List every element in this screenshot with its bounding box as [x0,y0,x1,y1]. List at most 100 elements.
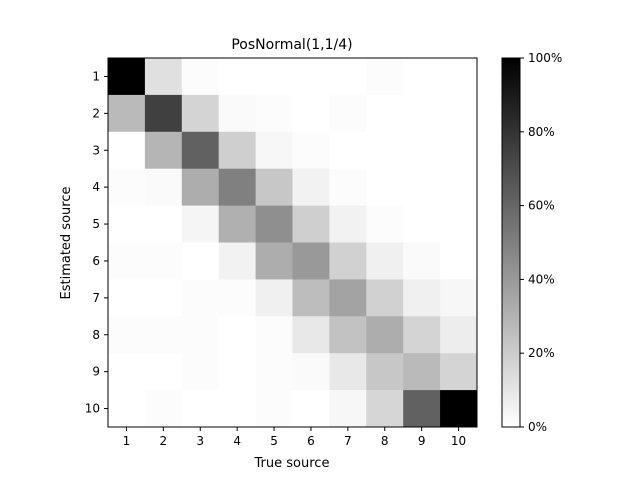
heatmap-cell-r4-c8 [366,168,404,206]
heatmap-cell-r1-c10 [440,58,478,96]
heatmap-cell-r9-c9 [403,353,441,391]
heatmap-cell-r2-c6 [292,94,330,133]
heatmap-cell-r9-c4 [218,353,256,391]
heatmap-cell-r5-c5 [255,205,293,243]
x-tick-label: 5 [270,434,278,448]
colorbar-tick-label: 60% [528,199,555,213]
heatmap-cell-r9-c10 [440,353,478,391]
y-tick-label: 8 [92,328,100,342]
y-tick-label: 3 [92,143,100,157]
heatmap-cell-r2-c3 [181,94,220,133]
heatmap-cell-r4-c10 [440,168,478,206]
heatmap-cell-r2-c1 [108,94,146,133]
heatmap-cell-r6-c9 [403,242,441,280]
heatmap-cell-r4-c1 [108,168,146,206]
heatmap-cell-r5-c4 [218,205,256,243]
colorbar [501,57,521,428]
heatmap-cell-r6-c3 [181,242,220,280]
x-tick-label: 4 [233,434,241,448]
heatmap-cell-r5-c2 [144,205,183,243]
heatmap-cell-r10-c9 [403,390,441,428]
heatmap-cell-r4-c7 [329,168,367,206]
heatmap-cell-r2-c7 [329,94,367,133]
heatmap-cell-r7-c1 [108,279,146,317]
heatmap-cell-r10-c1 [108,390,146,428]
heatmap-cell-r2-c2 [144,94,183,133]
heatmap-cell-r6-c4 [218,242,256,280]
heatmap-cell-r8-c10 [440,316,478,354]
heatmap-cell-r4-c6 [292,168,330,206]
heatmap-cell-r8-c1 [108,316,146,354]
heatmap-cell-r7-c3 [181,279,220,317]
heatmap-cell-r5-c1 [108,205,146,243]
colorbar-tick-label: 100% [528,51,562,65]
y-axis-label: Estimated source [59,187,74,300]
y-tick-label: 10 [85,402,100,416]
heatmap-cell-r1-c2 [144,58,183,96]
heatmap-cell-r3-c1 [108,131,146,170]
heatmap-cell-r3-c2 [144,131,183,170]
colorbar-ticks: 0% 20% 40% 60% 80% 100% [520,51,562,434]
heatmap-cell-r7-c5 [255,279,293,317]
heatmap-cell-r5-c7 [329,205,367,243]
heatmap-cell-r2-c8 [366,94,404,133]
heatmap-cell-r7-c6 [292,279,330,317]
y-tick-label: 6 [92,254,100,268]
plot-frame [107,57,478,428]
heatmap-cell-r9-c2 [144,353,183,391]
y-axis-ticks: 1 2 3 4 5 6 7 8 9 10 [85,69,108,416]
heatmap-cell-r3-c5 [255,131,293,170]
x-tick-label: 1 [123,434,131,448]
heatmap-cell-r8-c9 [403,316,441,354]
heatmap-cell-r10-c5 [255,390,293,428]
heatmap-cell-r7-c10 [440,279,478,317]
colorbar-tick-label: 0% [528,420,547,434]
heatmap-cells [108,58,478,428]
heatmap-cell-r4-c4 [218,168,256,206]
heatmap-cell-r2-c10 [440,94,478,133]
heatmap-cell-r9-c5 [255,353,293,391]
heatmap-cell-r9-c7 [329,353,367,391]
heatmap-cell-r1-c7 [329,58,367,96]
heatmap-cell-r2-c9 [403,94,441,133]
heatmap-cell-r10-c4 [218,390,256,428]
heatmap-cell-r9-c1 [108,353,146,391]
x-axis-ticks: 1 2 3 4 5 6 7 8 9 10 [123,427,466,448]
heatmap-cell-r5-c9 [403,205,441,243]
heatmap-cell-r1-c6 [292,58,330,96]
heatmap-cell-r8-c7 [329,316,367,354]
heatmap-cell-r9-c3 [181,353,220,391]
heatmap-cell-r10-c2 [144,390,183,428]
heatmap-cell-r2-c5 [255,94,293,133]
heatmap-cell-r10-c3 [181,390,220,428]
heatmap-cell-r5-c3 [181,205,220,243]
heatmap-cell-r6-c8 [366,242,404,280]
heatmap-cell-r1-c8 [366,58,404,96]
x-axis-label: True source [254,456,330,471]
x-tick-label: 8 [381,434,389,448]
y-tick-label: 9 [92,365,100,379]
x-tick-label: 6 [307,434,315,448]
heatmap-cell-r2-c4 [218,94,256,133]
heatmap-cell-r3-c3 [181,131,220,170]
heatmap-cell-r7-c7 [329,279,367,317]
y-tick-label: 4 [92,180,100,194]
heatmap-cell-r4-c5 [255,168,293,206]
heatmap-cell-r7-c9 [403,279,441,317]
heatmap-cell-r10-c6 [292,390,330,428]
y-tick-label: 2 [92,106,100,120]
heatmap-cell-r8-c5 [255,316,293,354]
x-tick-label: 2 [160,434,168,448]
heatmap-cell-r1-c4 [218,58,256,96]
heatmap-cell-r6-c5 [255,242,293,280]
chart-title: PosNormal(1,1/4) [231,37,352,53]
y-tick-label: 5 [92,217,100,231]
heatmap-cell-r5-c6 [292,205,330,243]
heatmap-cell-r3-c8 [366,131,404,170]
heatmap-cell-r4-c3 [181,168,220,206]
heatmap-cell-r7-c2 [144,279,183,317]
heatmap-cell-r6-c1 [108,242,146,280]
heatmap-cell-r1-c3 [181,58,220,96]
heatmap-cell-r6-c2 [144,242,183,280]
